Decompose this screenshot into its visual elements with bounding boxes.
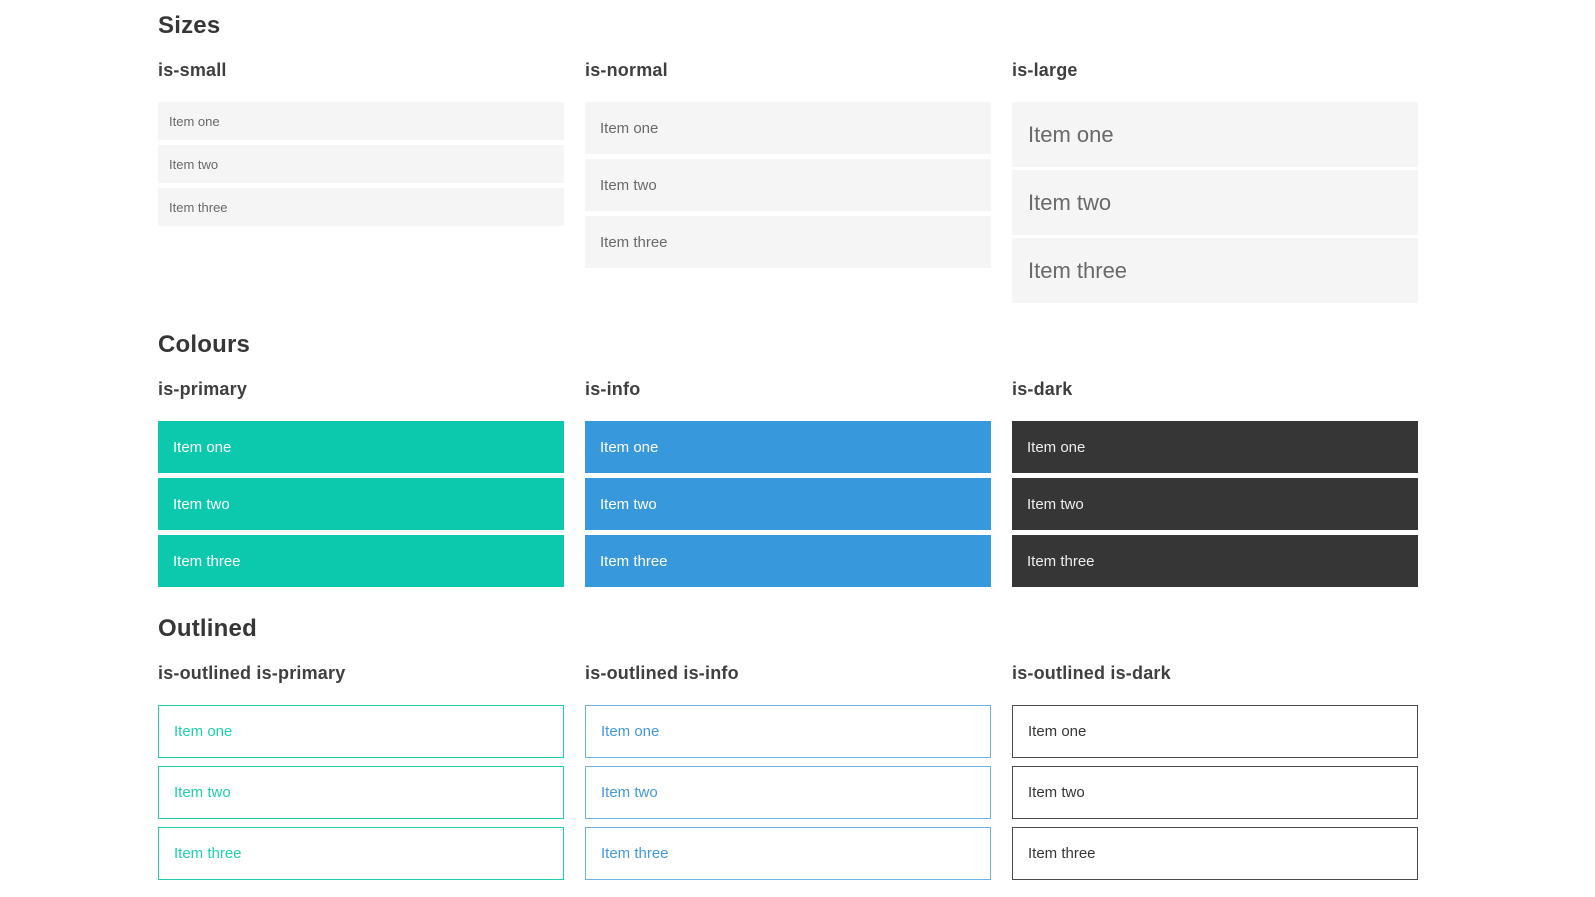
list-item[interactable]: Item one: [1012, 102, 1418, 167]
list-item[interactable]: Item two: [1012, 170, 1418, 235]
list-outlined-primary: Item one Item two Item three: [158, 705, 564, 880]
section-title-outlined: Outlined: [158, 615, 257, 642]
group-outlined-dark: is-outlined is-dark Item one Item two It…: [1012, 663, 1418, 880]
list-item[interactable]: Item two: [585, 478, 991, 530]
group-is-primary: is-primary Item one Item two Item three: [158, 379, 564, 587]
group-label-is-info: is-info: [585, 379, 641, 399]
list-item[interactable]: Item three: [158, 827, 564, 880]
group-is-info: is-info Item one Item two Item three: [585, 379, 991, 587]
list-item[interactable]: Item three: [585, 216, 991, 268]
group-label-outlined-primary: is-outlined is-primary: [158, 663, 346, 683]
list-item[interactable]: Item two: [158, 145, 564, 183]
group-is-dark: is-dark Item one Item two Item three: [1012, 379, 1418, 587]
list-item[interactable]: Item one: [585, 705, 991, 758]
list-outlined-dark: Item one Item two Item three: [1012, 705, 1418, 880]
group-is-normal: is-normal Item one Item two Item three: [585, 60, 991, 268]
page-content: Sizes is-small Item one Item two Item th…: [158, 0, 1418, 880]
list-item[interactable]: Item one: [1012, 421, 1418, 473]
section-colours: Colours is-primary Item one Item two Ite…: [158, 331, 1418, 587]
list-item[interactable]: Item one: [158, 705, 564, 758]
list-item[interactable]: Item one: [585, 102, 991, 154]
list-item[interactable]: Item three: [1012, 827, 1418, 880]
section-title-sizes: Sizes: [158, 12, 221, 39]
list-dark: Item one Item two Item three: [1012, 421, 1418, 587]
outlined-row: is-outlined is-primary Item one Item two…: [158, 663, 1418, 880]
group-outlined-primary: is-outlined is-primary Item one Item two…: [158, 663, 564, 880]
list-item[interactable]: Item three: [158, 188, 564, 226]
section-outlined: Outlined is-outlined is-primary Item one…: [158, 615, 1418, 880]
list-info: Item one Item two Item three: [585, 421, 991, 587]
list-item[interactable]: Item one: [1012, 705, 1418, 758]
sizes-row: is-small Item one Item two Item three is…: [158, 60, 1418, 303]
list-item[interactable]: Item two: [158, 766, 564, 819]
list-item[interactable]: Item two: [585, 159, 991, 211]
group-label-is-small: is-small: [158, 60, 227, 80]
list-small: Item one Item two Item three: [158, 102, 564, 226]
group-label-is-large: is-large: [1012, 60, 1078, 80]
list-primary: Item one Item two Item three: [158, 421, 564, 587]
group-label-outlined-dark: is-outlined is-dark: [1012, 663, 1171, 683]
group-label-is-dark: is-dark: [1012, 379, 1073, 399]
list-large: Item one Item two Item three: [1012, 102, 1418, 303]
list-item[interactable]: Item three: [1012, 535, 1418, 587]
group-label-is-primary: is-primary: [158, 379, 248, 399]
list-item[interactable]: Item three: [585, 535, 991, 587]
group-is-small: is-small Item one Item two Item three: [158, 60, 564, 226]
list-item[interactable]: Item two: [585, 766, 991, 819]
list-item[interactable]: Item two: [1012, 766, 1418, 819]
list-item[interactable]: Item three: [1012, 238, 1418, 303]
list-item[interactable]: Item one: [585, 421, 991, 473]
list-normal: Item one Item two Item three: [585, 102, 991, 268]
list-item[interactable]: Item one: [158, 421, 564, 473]
group-label-is-normal: is-normal: [585, 60, 668, 80]
list-item[interactable]: Item three: [585, 827, 991, 880]
group-is-large: is-large Item one Item two Item three: [1012, 60, 1418, 303]
group-label-outlined-info: is-outlined is-info: [585, 663, 739, 683]
colours-row: is-primary Item one Item two Item three …: [158, 379, 1418, 587]
list-item[interactable]: Item two: [158, 478, 564, 530]
group-outlined-info: is-outlined is-info Item one Item two It…: [585, 663, 991, 880]
list-item[interactable]: Item one: [158, 102, 564, 140]
list-item[interactable]: Item two: [1012, 478, 1418, 530]
section-title-colours: Colours: [158, 331, 251, 358]
section-sizes: Sizes is-small Item one Item two Item th…: [158, 12, 1418, 303]
list-item[interactable]: Item three: [158, 535, 564, 587]
list-outlined-info: Item one Item two Item three: [585, 705, 991, 880]
